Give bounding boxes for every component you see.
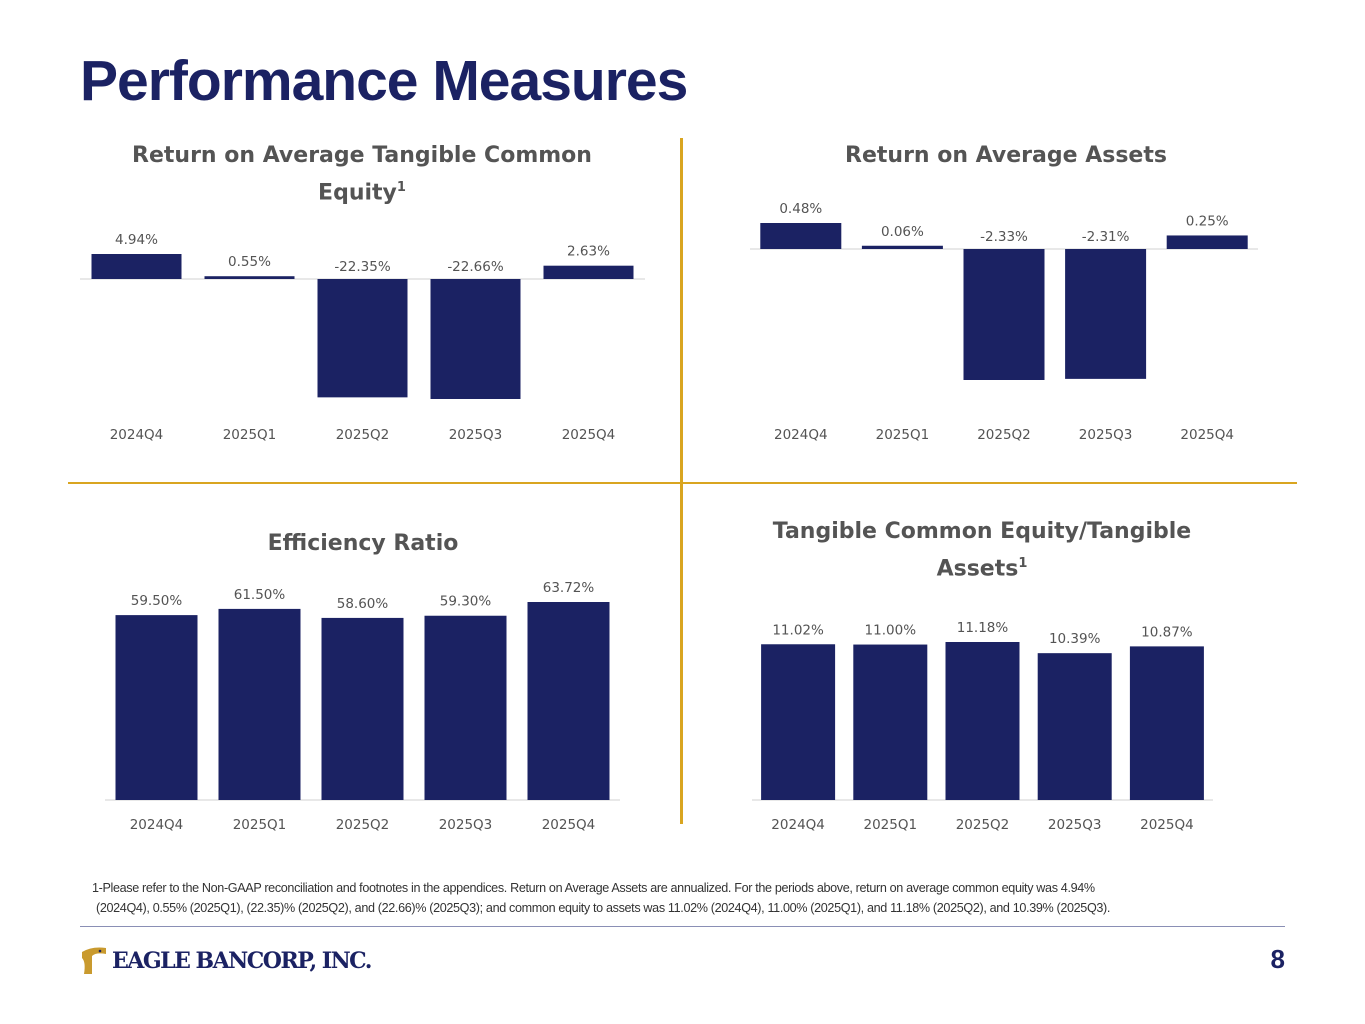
bar-2025Q4 — [527, 602, 610, 800]
category-label: 2025Q1 — [233, 817, 287, 833]
category-label: 2025Q1 — [864, 817, 918, 833]
page-title: Performance Measures — [80, 49, 688, 113]
roaa-title-text: Return on Average Assets — [845, 143, 1167, 168]
data-label: 63.72% — [543, 580, 595, 596]
rotce-chart-title: Return on Average Tangible Common Equity… — [112, 140, 612, 209]
data-label: 11.00% — [865, 623, 917, 639]
footnote: 1-Please refer to the Non-GAAP reconcili… — [92, 878, 1292, 918]
bar-2025Q2 — [317, 279, 408, 398]
bar-2024Q4 — [761, 644, 836, 800]
category-label: 2025Q4 — [562, 427, 616, 443]
data-label: 10.39% — [1049, 631, 1101, 647]
category-label: 2024Q4 — [110, 427, 164, 443]
category-label: 2025Q4 — [1140, 817, 1194, 833]
company-logo: EAGLE BANCORP, INC. — [80, 944, 372, 978]
data-label: 11.02% — [772, 622, 824, 638]
data-label: 0.55% — [228, 254, 271, 270]
data-label: 0.48% — [779, 201, 822, 217]
category-label: 2025Q3 — [439, 817, 493, 833]
data-label: -22.66% — [447, 259, 504, 275]
bar-2025Q1 — [218, 608, 301, 800]
bar-2025Q2 — [321, 617, 404, 800]
bar-2025Q2 — [945, 642, 1020, 800]
bar-2025Q4 — [1129, 646, 1204, 800]
page-number: 8 — [1270, 944, 1285, 974]
data-label: 4.94% — [115, 232, 158, 248]
data-label: 0.06% — [881, 224, 924, 240]
category-label: 2025Q2 — [956, 817, 1010, 833]
horizontal-divider — [68, 482, 1297, 484]
category-label: 2025Q1 — [876, 427, 930, 443]
bar-2025Q3 — [1037, 653, 1112, 800]
rotce-title-text: Return on Average Tangible Common Equity — [132, 143, 592, 206]
bar-2025Q3 — [1065, 249, 1147, 379]
category-label: 2025Q4 — [1180, 427, 1234, 443]
bar-2024Q4 — [760, 223, 842, 249]
data-label: 10.87% — [1141, 624, 1193, 640]
category-label: 2025Q2 — [336, 817, 390, 833]
bar-2025Q1 — [204, 276, 295, 279]
logo-text: EAGLE BANCORP, INC. — [112, 948, 372, 974]
bar-2024Q4 — [91, 254, 182, 279]
bar-2025Q2 — [963, 249, 1045, 380]
category-label: 2025Q2 — [336, 427, 390, 443]
data-label: 2.63% — [567, 244, 610, 260]
category-label: 2024Q4 — [774, 427, 828, 443]
category-label: 2024Q4 — [771, 817, 825, 833]
category-label: 2024Q4 — [130, 817, 184, 833]
tce-chart-title: Tangible Common Equity/Tangible Assets1 — [732, 516, 1232, 585]
category-label: 2025Q3 — [1048, 817, 1102, 833]
bar-2025Q1 — [853, 644, 928, 800]
footer-rule — [80, 926, 1285, 927]
data-label: 11.18% — [957, 620, 1009, 636]
bar-2025Q4 — [1166, 235, 1248, 249]
data-label: 61.50% — [234, 587, 286, 603]
efficiency-title-text: Efficiency Ratio — [267, 531, 459, 556]
bar-2025Q1 — [861, 245, 943, 249]
tce-title-text: Tangible Common Equity/Tangible Assets — [772, 519, 1192, 582]
bar-2025Q4 — [543, 265, 634, 279]
data-label: 59.50% — [131, 593, 183, 609]
data-label: 59.30% — [440, 594, 492, 610]
bar-2024Q4 — [115, 615, 198, 800]
eagle-icon — [82, 947, 106, 974]
bar-2025Q3 — [424, 615, 507, 800]
category-label: 2025Q3 — [1079, 427, 1133, 443]
footnote-line-2: (2024Q4), 0.55% (2025Q1), (22.35)% (2025… — [96, 901, 1111, 915]
vertical-divider — [680, 138, 683, 824]
category-label: 2025Q2 — [977, 427, 1031, 443]
data-label: 0.25% — [1186, 213, 1229, 229]
efficiency-chart-title: Efficiency Ratio — [113, 528, 613, 560]
footnote-line-1: 1-Please refer to the Non-GAAP reconcili… — [92, 881, 1095, 895]
roaa-chart-title: Return on Average Assets — [756, 140, 1256, 172]
tce-title-footnote-marker: 1 — [1018, 556, 1028, 571]
rotce-title-footnote-marker: 1 — [396, 180, 406, 195]
data-label: -2.33% — [980, 229, 1028, 245]
category-label: 2025Q3 — [449, 427, 503, 443]
data-label: -2.31% — [1082, 229, 1130, 245]
category-label: 2025Q1 — [223, 427, 277, 443]
data-label: -22.35% — [334, 259, 391, 275]
category-label: 2025Q4 — [542, 817, 596, 833]
data-label: 58.60% — [337, 596, 389, 612]
bar-2025Q3 — [430, 279, 521, 399]
